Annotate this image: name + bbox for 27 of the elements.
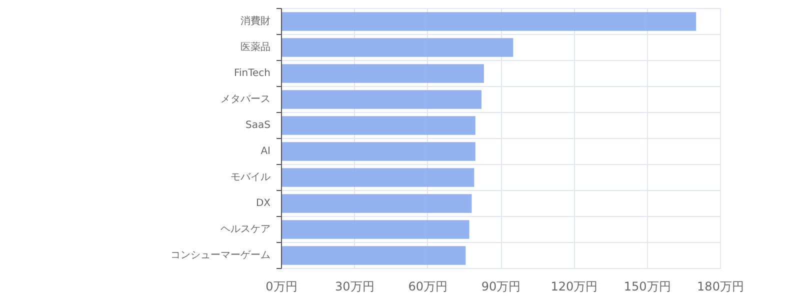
x-tick-label: 30万円 xyxy=(335,280,374,294)
bar xyxy=(282,168,474,187)
y-tick-label: 消費財 xyxy=(240,15,270,27)
bar xyxy=(282,194,472,213)
y-tick-label: コンシューマーゲーム xyxy=(170,250,270,261)
bar xyxy=(282,116,476,135)
x-tick-label: 180万円 xyxy=(697,280,744,294)
y-tick-label: SaaS xyxy=(246,120,270,131)
bar xyxy=(282,246,466,265)
x-tick-label: 150万円 xyxy=(624,280,671,294)
bar xyxy=(282,142,476,161)
y-tick-label: モバイル xyxy=(230,172,270,183)
y-tick-label: メタバース xyxy=(220,94,270,105)
x-tick-label: 0万円 xyxy=(266,280,298,294)
bar xyxy=(282,90,482,109)
y-tick-label: DX xyxy=(256,198,271,209)
y-tick-label: FinTech xyxy=(234,68,271,79)
bar xyxy=(282,64,484,83)
y-tick-label: AI xyxy=(260,146,271,157)
bar xyxy=(282,38,514,57)
x-tick-label: 90万円 xyxy=(481,280,521,294)
bar xyxy=(282,220,470,239)
bar xyxy=(282,12,696,31)
y-tick-label: 医薬品 xyxy=(240,41,270,53)
y-tick-label: ヘルスケア xyxy=(220,224,270,235)
x-tick-label: 120万円 xyxy=(550,280,598,294)
x-tick-label: 60万円 xyxy=(408,280,448,294)
